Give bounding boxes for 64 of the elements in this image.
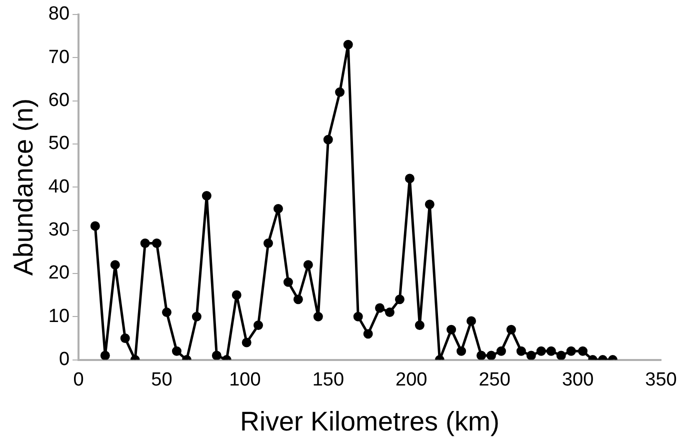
point [202,190,212,200]
point [110,260,120,270]
point [264,238,273,248]
y-axis-title: Abundance (n) [8,98,39,276]
point [516,346,526,356]
x-tick-label: 100 [229,369,261,390]
point [172,346,182,356]
point [212,350,222,360]
point [384,308,394,318]
point [546,346,556,356]
point [303,260,313,270]
y-tick-label: 0 [58,349,70,370]
point [273,204,283,214]
x-tick-label: 150 [312,369,344,390]
point [140,238,150,248]
y-tick-label: 40 [48,176,70,198]
x-tick-label: 250 [478,369,510,390]
point [152,238,162,248]
point [254,320,264,330]
point [566,346,576,356]
point [578,346,588,356]
y-tick-label: 30 [48,220,70,241]
point [556,350,566,360]
point [242,338,252,348]
point [375,303,384,313]
point [323,134,333,144]
point [456,346,466,356]
point [363,329,373,339]
point [100,350,110,360]
point [486,350,496,360]
point [476,350,486,360]
x-tick-label: 200 [396,369,428,390]
point [162,308,172,318]
point [424,200,434,210]
point [343,40,353,50]
point [526,350,536,360]
x-tick-label: 350 [645,369,677,390]
point [313,312,323,322]
y-tick-label: 10 [48,306,70,327]
point [90,221,100,231]
point [120,333,130,343]
point [335,87,345,97]
point [536,346,546,356]
x-tick-label: 0 [73,369,84,390]
point [466,316,476,326]
y-tick-label: 50 [48,133,70,154]
point [506,324,516,334]
y-tick-label: 60 [48,90,70,111]
point [353,312,363,322]
point [446,324,456,334]
y-tick-label: 80 [48,4,70,25]
x-tick-label: 50 [151,369,172,390]
x-tick-label: 300 [562,369,594,390]
x-axis-title: River Kilometres (km) [240,406,500,436]
y-tick-label: 70 [48,46,70,68]
point [394,294,404,304]
point [496,346,506,356]
y-tick-label: 20 [48,262,70,284]
point [293,294,303,304]
point [414,320,424,330]
point [283,277,293,287]
point [232,290,242,300]
point [192,312,202,322]
point [404,174,414,184]
